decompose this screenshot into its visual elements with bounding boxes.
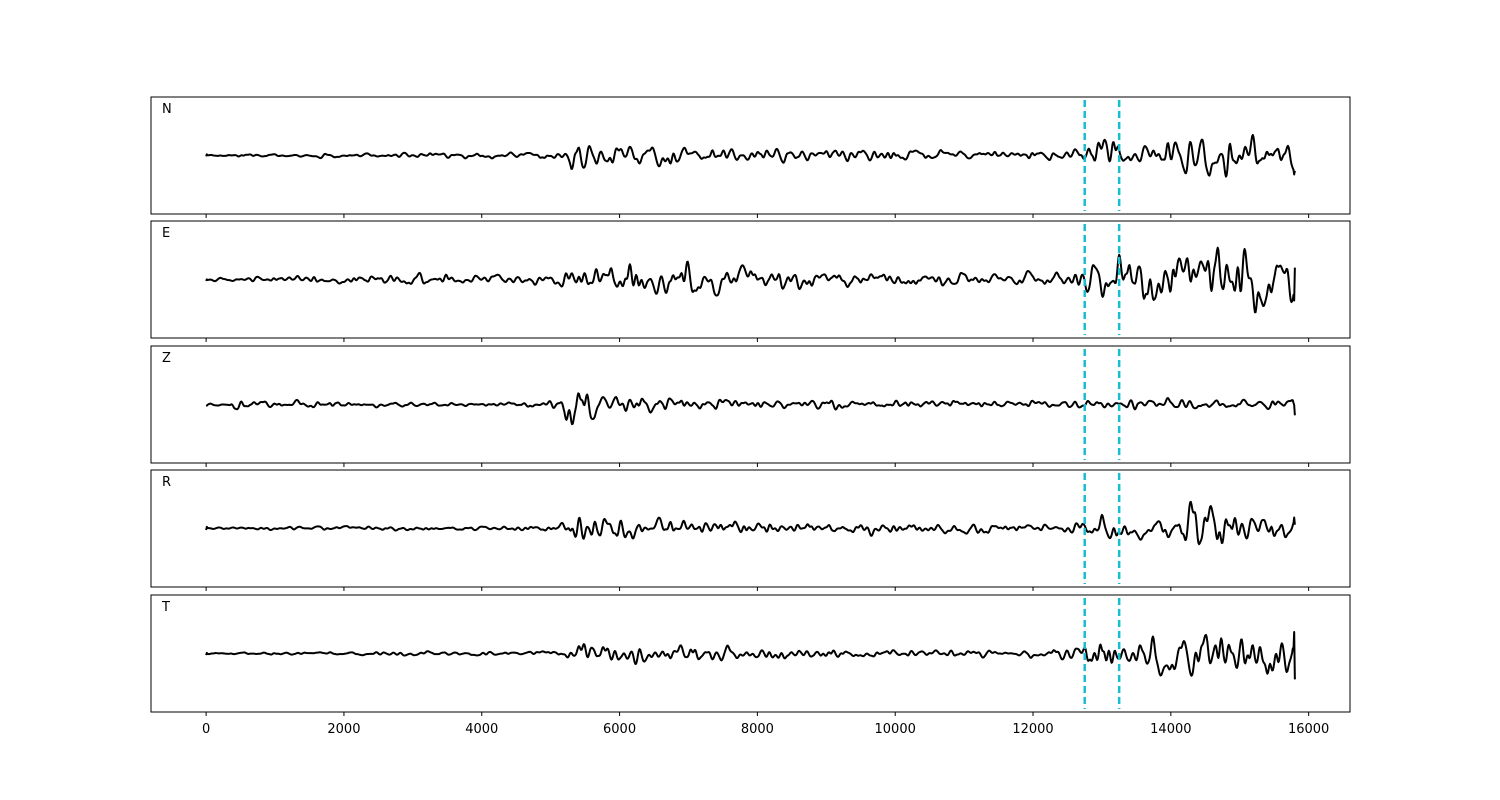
panels: N E Z R T	[150, 96, 1351, 716]
x-tick-label: 16000	[1288, 722, 1329, 737]
x-tick-label: 2000	[327, 722, 360, 737]
panel-r: R	[150, 469, 1351, 591]
panel-n: N	[150, 96, 1351, 218]
panel-frame	[150, 594, 1351, 713]
panel-t: T	[150, 594, 1351, 716]
x-tick-label: 0	[202, 722, 210, 737]
x-axis: 0 2000 4000 6000 8000 10000 12000 14000 16000	[202, 722, 1329, 737]
panel-e: E	[150, 220, 1351, 342]
panel-z: Z	[150, 345, 1351, 467]
trace-r	[205, 500, 1296, 546]
panel-label: Z	[162, 351, 171, 366]
x-tick-label: 14000	[1150, 722, 1191, 737]
trace-n	[205, 133, 1296, 178]
trace-e	[205, 246, 1296, 314]
panel-label: R	[162, 475, 171, 490]
panel-label: E	[162, 226, 170, 241]
panel-frame	[150, 469, 1351, 588]
panel-frame	[150, 96, 1351, 215]
panel-label: T	[161, 600, 170, 615]
x-tick-label: 8000	[741, 722, 774, 737]
panel-frame	[150, 220, 1351, 339]
x-tick-label: 4000	[465, 722, 498, 737]
x-tick-label: 12000	[1012, 722, 1053, 737]
trace-t	[205, 630, 1296, 680]
x-tick-label: 10000	[875, 722, 916, 737]
panel-frame	[150, 345, 1351, 464]
trace-z	[205, 392, 1296, 426]
x-tick-label: 6000	[603, 722, 636, 737]
panel-label: N	[162, 102, 172, 117]
